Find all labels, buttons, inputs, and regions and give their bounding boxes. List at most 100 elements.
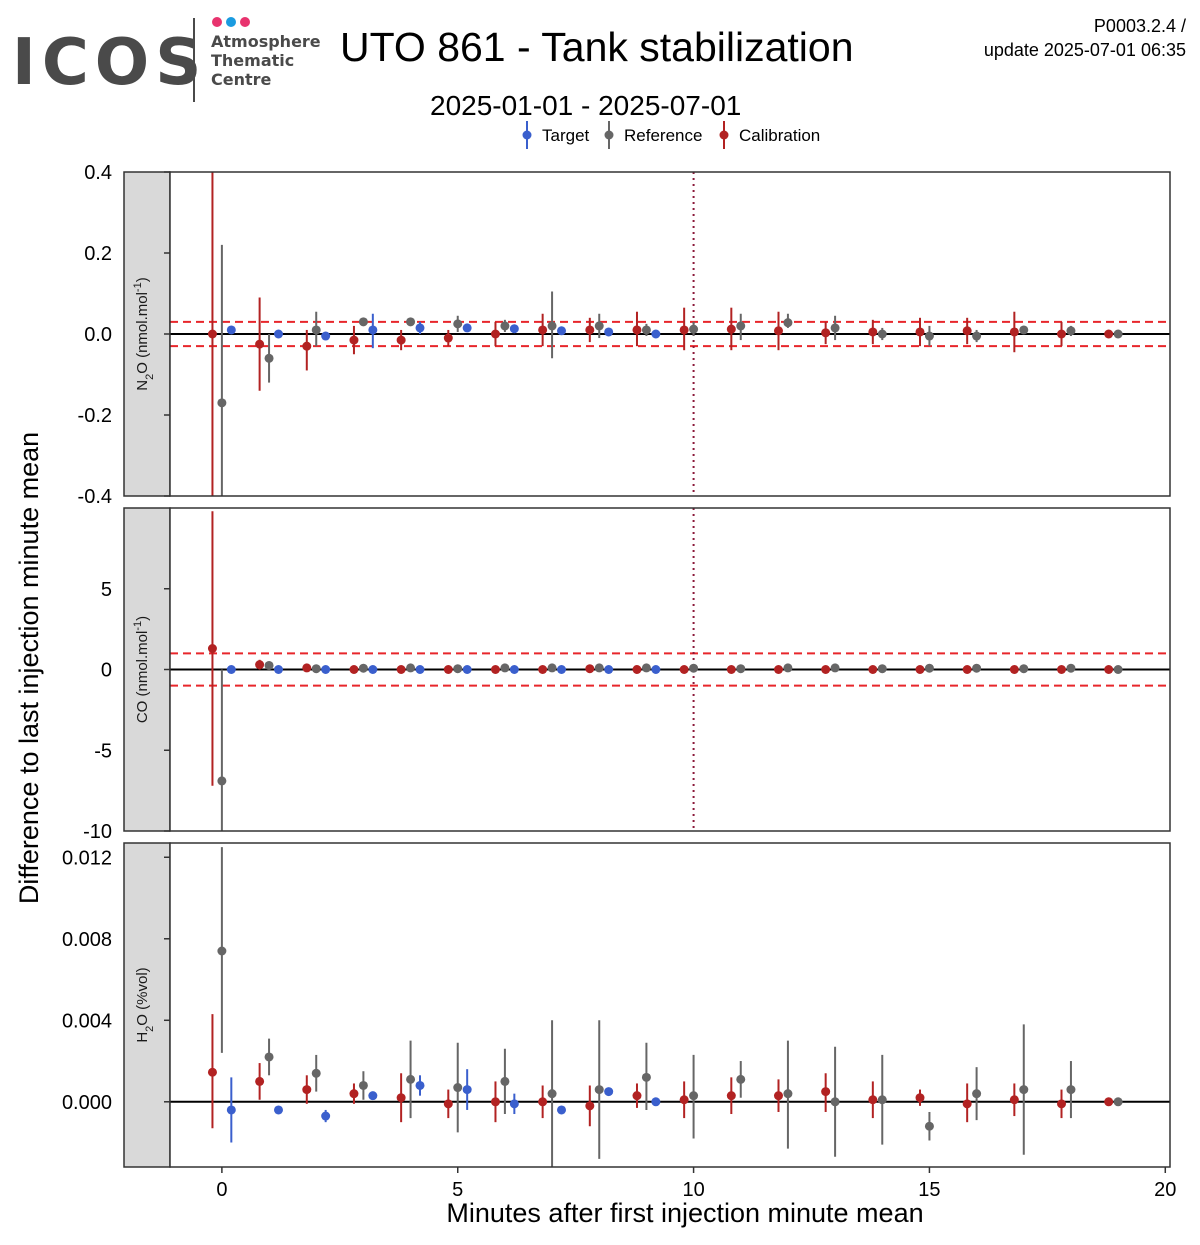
reference-point (1019, 1085, 1029, 1095)
logo-dot-2 (226, 17, 236, 27)
legend-label: Target (542, 126, 590, 145)
calibration-point (962, 665, 972, 674)
reference-point (1019, 664, 1029, 674)
target-point (557, 326, 567, 336)
calibration-point (632, 1091, 642, 1101)
reference-point (877, 329, 887, 339)
calibration-point (538, 325, 548, 335)
y-tick-label: 0.008 (62, 929, 112, 951)
y-tick-label: 0.000 (62, 1092, 112, 1114)
reference-point (972, 331, 982, 341)
x-tick-label: 0 (216, 1179, 227, 1201)
reference-point (877, 664, 887, 674)
logo-line-2: Thematic (211, 51, 294, 70)
reference-point (217, 398, 227, 408)
y-tick-label: 0.0 (84, 324, 112, 346)
target-point (557, 665, 567, 674)
target-point (604, 327, 614, 337)
reference-point (924, 331, 934, 341)
x-axis-label: Minutes after first injection minute mea… (446, 1198, 923, 1228)
calibration-point (1104, 1097, 1114, 1107)
panel-2: CO (nmol.mol-1) -10 -5 0 5 (83, 507, 1171, 843)
reference-point (689, 663, 699, 673)
reference-point (358, 1080, 368, 1090)
calibration-point (726, 1091, 736, 1101)
target-point (273, 665, 283, 674)
y-tick-label: -0.2 (78, 405, 112, 427)
target-point (226, 665, 236, 674)
calibration-point (1009, 1095, 1019, 1105)
version-info: P0003.2.4 / update 2025-07-01 06:35 (984, 14, 1186, 62)
target-point (509, 324, 519, 334)
reference-point (311, 664, 321, 674)
x-tick-label: 20 (1154, 1179, 1176, 1201)
legend-key-point (522, 130, 532, 140)
reference-point (311, 1068, 321, 1078)
calibration-point (349, 665, 359, 674)
reference-point (500, 663, 510, 673)
target-point (509, 1099, 519, 1109)
reference-point (406, 1074, 416, 1084)
strip-label: H2O (%vol) (134, 967, 156, 1042)
calibration-point (302, 663, 312, 673)
target-point (273, 1105, 283, 1115)
reference-point (358, 663, 368, 673)
reference-point (783, 1089, 793, 1099)
plot-content (170, 508, 1170, 831)
chart-title: UTO 861 - Tank stabilization (340, 24, 854, 70)
target-point (368, 665, 378, 674)
calibration-point (207, 329, 217, 339)
reference-point (594, 1085, 604, 1095)
calibration-point (302, 1085, 312, 1095)
calibration-point (255, 1076, 265, 1086)
target-point (368, 1091, 378, 1101)
target-point (273, 329, 283, 339)
calibration-point (1104, 329, 1114, 339)
reference-point (1113, 665, 1123, 674)
reference-point (547, 663, 557, 673)
reference-point (453, 664, 463, 674)
calibration-point (396, 335, 406, 345)
calibration-point (302, 341, 312, 351)
target-point (226, 1105, 236, 1115)
legend-key-point (719, 130, 729, 140)
calibration-point (962, 1099, 972, 1109)
target-point (462, 323, 472, 333)
calibration-point (821, 328, 831, 338)
target-point (415, 323, 425, 333)
reference-point (594, 321, 604, 331)
reference-point (783, 663, 793, 673)
reference-point (689, 324, 699, 334)
target-point (321, 331, 331, 341)
reference-point (453, 1083, 463, 1093)
reference-point (972, 1089, 982, 1099)
calibration-point (255, 660, 265, 670)
calibration-point (1104, 665, 1114, 674)
calibration-point (490, 665, 500, 674)
logo-wordmark: ICOS (12, 26, 207, 100)
reference-point (877, 1095, 887, 1105)
calibration-point (679, 665, 689, 674)
reference-point (924, 663, 934, 673)
reference-point (641, 325, 651, 335)
reference-point (1113, 329, 1123, 339)
calibration-point (679, 325, 689, 335)
plot-area (170, 843, 1170, 1167)
reference-point (641, 1072, 651, 1082)
calibration-point (1057, 665, 1067, 674)
reference-point (358, 317, 368, 327)
target-point (368, 325, 378, 335)
reference-point (736, 321, 746, 331)
reference-point (264, 1052, 274, 1062)
target-point (321, 665, 331, 674)
reference-point (736, 664, 746, 674)
target-point (415, 665, 425, 674)
calibration-point (773, 665, 783, 674)
calibration-point (868, 327, 878, 337)
x-tick-label: 10 (682, 1179, 704, 1201)
reference-point (830, 663, 840, 673)
target-point (509, 665, 519, 674)
calibration-point (962, 326, 972, 336)
calibration-point (821, 665, 831, 674)
panel-3: H2O (%vol) 0.000 0.004 0.008 0.012 (62, 842, 1171, 1168)
